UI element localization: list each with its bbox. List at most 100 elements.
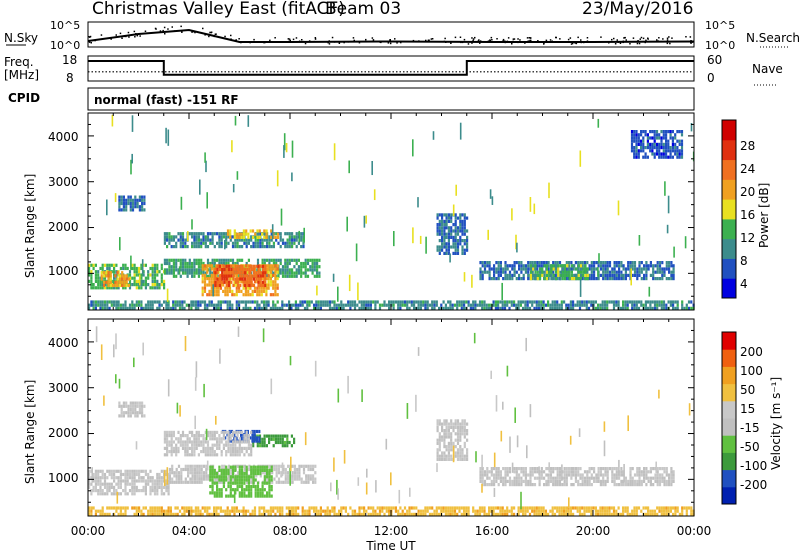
- heat-cell: [653, 306, 657, 310]
- heat-cell: [442, 300, 445, 304]
- heat-cell: [114, 280, 117, 284]
- heat-cell: [209, 465, 212, 469]
- heat-cell: [188, 440, 191, 444]
- heat-cell: [200, 477, 203, 481]
- heat-cell: [231, 245, 235, 249]
- heat-cell: [180, 474, 183, 478]
- heat-cell: [456, 457, 460, 461]
- heat-cell: [215, 293, 218, 297]
- heat-cell: [653, 155, 656, 159]
- heat-cell: [463, 223, 466, 227]
- heat-cell: [231, 430, 235, 434]
- heat-cell: [227, 472, 230, 476]
- heat-cell: [197, 443, 200, 447]
- heat-cell: [181, 440, 185, 444]
- heat-cell: [213, 443, 216, 447]
- heat-cell: [559, 273, 562, 277]
- heat-cell: [617, 300, 620, 304]
- heat-cell: [275, 474, 278, 478]
- heat-cell: [110, 482, 113, 486]
- heat-cell: [640, 130, 643, 134]
- heat-cell: [606, 273, 609, 277]
- heat-cell: [501, 282, 503, 301]
- heat-cell: [447, 300, 450, 304]
- heat-cell: [236, 488, 239, 492]
- heat-cell: [670, 270, 673, 274]
- heat-cell: [638, 467, 641, 471]
- heat-cell: [193, 443, 196, 447]
- heat-cell: [474, 300, 477, 304]
- heat-cell: [257, 271, 260, 275]
- heat-cell: [275, 258, 278, 262]
- heat-cell: [181, 241, 185, 245]
- heat-cell: [572, 483, 575, 487]
- heat-cell: [250, 277, 253, 281]
- heat-cell: [166, 271, 169, 275]
- heat-cell: [188, 258, 191, 262]
- heat-cell: [447, 226, 450, 230]
- heat-cell: [611, 479, 614, 483]
- heat-cell: [454, 422, 457, 426]
- heat-cell: [193, 245, 196, 249]
- heat-cell: [229, 258, 232, 262]
- heat-cell: [269, 270, 272, 274]
- heat-cell: [441, 235, 444, 239]
- heat-cell: [543, 483, 546, 487]
- heat-cell: [259, 277, 262, 281]
- heat-cell: [513, 470, 516, 474]
- heat-cell: [287, 477, 290, 481]
- heat-cell: [668, 270, 671, 274]
- heat-cell: [181, 235, 185, 239]
- nsearch-point: [125, 35, 127, 38]
- heat-cell: [307, 467, 310, 472]
- heat-cell: [531, 277, 534, 281]
- heat-cell: [536, 267, 539, 271]
- heat-cell: [582, 270, 585, 274]
- nsearch-point: [192, 30, 195, 33]
- nsearch-point: [478, 39, 480, 41]
- heat-cell: [599, 267, 602, 271]
- heat-cell: [642, 303, 645, 307]
- heat-cell: [165, 482, 168, 486]
- heat-cell: [664, 181, 666, 196]
- heat-cell: [101, 300, 104, 304]
- heat-cell: [529, 261, 532, 265]
- heat-cell: [242, 300, 245, 304]
- heat-cell: [265, 229, 268, 233]
- heat-cell: [213, 258, 216, 262]
- heat-cell: [227, 477, 231, 481]
- heat-cell: [288, 303, 291, 307]
- heat-cell: [550, 270, 553, 274]
- nsearch-point: [642, 37, 645, 40]
- heat-cell: [319, 303, 322, 307]
- heat-cell: [254, 472, 257, 476]
- heat-cell: [563, 476, 566, 480]
- heat-cell: [153, 492, 157, 496]
- heat-cell: [662, 142, 665, 146]
- heat-cell: [126, 482, 129, 486]
- heat-cell: [554, 264, 558, 268]
- heat-cell: [676, 155, 679, 159]
- heat-cell: [125, 208, 128, 212]
- heat-cell: [140, 469, 143, 473]
- heat-cell: [191, 450, 194, 454]
- heat-cell: [668, 473, 671, 477]
- heat-cell: [640, 277, 643, 281]
- heat-cell: [432, 131, 435, 140]
- heat-cell: [210, 303, 213, 307]
- heat-cell: [113, 263, 116, 267]
- heat-cell: [292, 512, 295, 516]
- heat-cell: [99, 303, 102, 307]
- heat-cell: [220, 440, 223, 444]
- heat-cell: [503, 303, 507, 307]
- heat-cell: [447, 232, 450, 236]
- nsearch-point: [396, 42, 398, 44]
- heat-cell: [669, 303, 672, 307]
- heat-cell: [486, 470, 489, 474]
- heat-cell: [232, 283, 235, 288]
- heat-cell: [250, 450, 253, 454]
- heat-cell: [203, 506, 207, 510]
- heat-cell: [452, 425, 455, 429]
- heat-cell: [583, 483, 587, 487]
- date-title: 23/May/2016: [582, 0, 694, 19]
